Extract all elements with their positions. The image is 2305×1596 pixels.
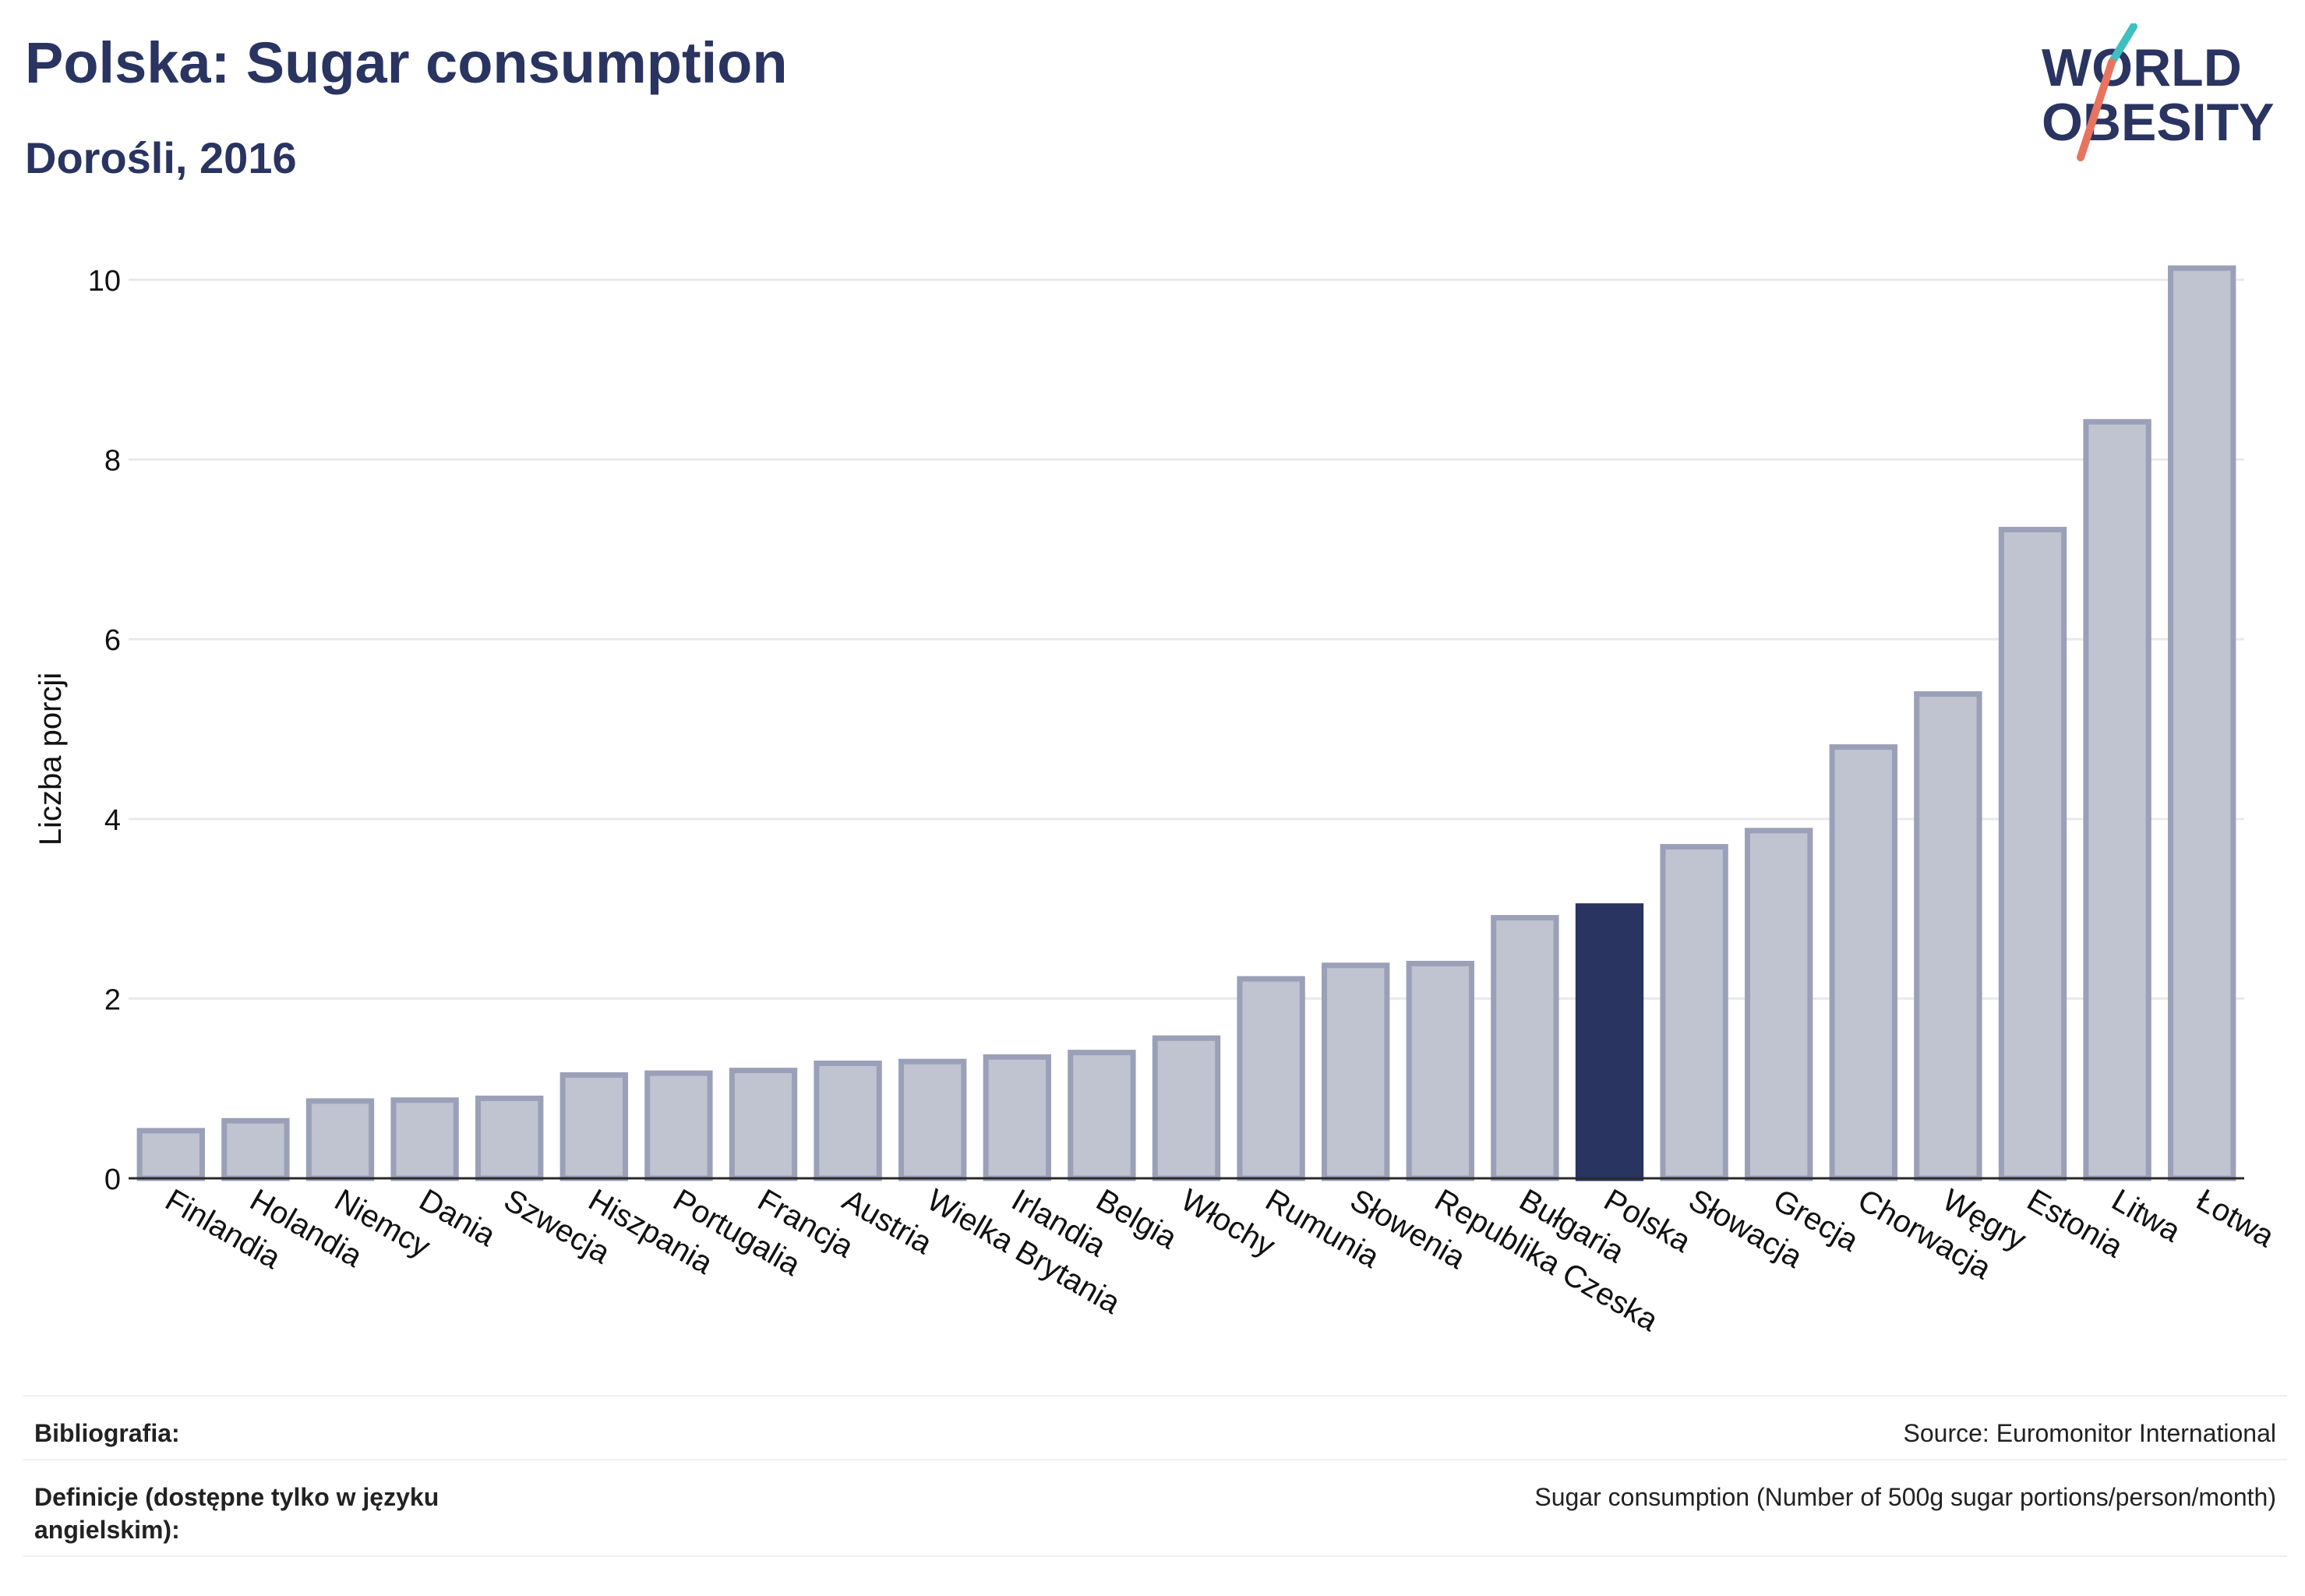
bars bbox=[136, 265, 2236, 1181]
bar-grecja[interactable] bbox=[1745, 828, 1813, 1181]
bar-słowacja[interactable] bbox=[1660, 844, 1728, 1181]
y-axis-label: Liczba porcji bbox=[34, 673, 68, 846]
x-tick-label: Włochy bbox=[1175, 1183, 1281, 1264]
bar-wielka-brytania[interactable] bbox=[898, 1058, 967, 1181]
y-tick-labels: 0 2 4 6 8 10 bbox=[88, 265, 121, 1196]
bar-hiszpania[interactable] bbox=[559, 1072, 628, 1181]
bibliography-label: Bibliografia: bbox=[34, 1419, 180, 1447]
definitions-row: Definicje (dostępne tylko w języku angie… bbox=[23, 1459, 2287, 1557]
bar-chorwacja[interactable] bbox=[1829, 744, 1897, 1181]
bar-węgry[interactable] bbox=[1914, 691, 1982, 1181]
y-tick-label: 10 bbox=[88, 265, 121, 298]
bar-szwecja[interactable] bbox=[475, 1095, 544, 1181]
x-tick-label: Łotwa bbox=[2190, 1183, 2280, 1255]
bar-włochy[interactable] bbox=[1152, 1035, 1221, 1181]
bar-słowenia[interactable] bbox=[1322, 962, 1390, 1181]
bar-finlandia[interactable] bbox=[136, 1128, 205, 1181]
y-tick-label: 4 bbox=[104, 804, 121, 837]
logo-line-2: OBESITY bbox=[2042, 93, 2275, 152]
page-subtitle: Dorośli, 2016 bbox=[25, 133, 297, 182]
x-tick-labels: FinlandiaHolandiaNiemcyDaniaSzwecjaHiszp… bbox=[160, 1183, 2280, 1339]
y-tick-label: 6 bbox=[104, 624, 121, 657]
logo-line-1: WORLD bbox=[2042, 38, 2242, 97]
bar-austria[interactable] bbox=[814, 1060, 882, 1181]
y-tick-label: 8 bbox=[104, 445, 121, 478]
bar-łotwa[interactable] bbox=[2168, 265, 2236, 1181]
y-tick-label: 2 bbox=[104, 983, 121, 1016]
y-tick-label: 0 bbox=[104, 1163, 121, 1196]
bar-estonia[interactable] bbox=[1998, 527, 2067, 1181]
bibliography-row: Bibliografia: Source: Euromonitor Intern… bbox=[23, 1395, 2287, 1459]
bibliography-value: Source: Euromonitor International bbox=[1903, 1419, 2276, 1447]
bar-irlandia[interactable] bbox=[983, 1054, 1051, 1181]
bar-holandia[interactable] bbox=[221, 1118, 290, 1181]
bar-bułgaria[interactable] bbox=[1491, 915, 1559, 1181]
bar-belgia[interactable] bbox=[1068, 1050, 1136, 1181]
logo-slash-teal bbox=[2108, 23, 2137, 66]
bar-francja[interactable] bbox=[729, 1068, 798, 1181]
bar-dania[interactable] bbox=[390, 1097, 459, 1181]
bar-rumunia[interactable] bbox=[1237, 976, 1305, 1181]
world-obesity-logo: WORLD OBESITY bbox=[2026, 23, 2291, 164]
logo-slash-coral bbox=[2077, 58, 2116, 161]
bar-republika-czeska[interactable] bbox=[1406, 960, 1474, 1181]
bar-polska[interactable] bbox=[1575, 903, 1644, 1181]
footer: Bibliografia: Source: Euromonitor Intern… bbox=[23, 1395, 2287, 1557]
page-title: Polska: Sugar consumption bbox=[25, 30, 788, 95]
bar-chart: 0 2 4 6 8 10 FinlandiaHolandiaNiemcyDaniaSzwe… bbox=[34, 265, 2280, 1339]
bar-litwa[interactable] bbox=[2083, 418, 2151, 1181]
x-tick-label: Estonia bbox=[2021, 1183, 2129, 1265]
definitions-value: Sugar consumption (Number of 500g sugar … bbox=[1534, 1483, 2276, 1511]
definitions-label: Definicje (dostępne tylko w języku angie… bbox=[34, 1483, 439, 1544]
x-tick-label: Austria bbox=[837, 1183, 938, 1262]
bar-portugalia[interactable] bbox=[644, 1070, 713, 1181]
bar-niemcy[interactable] bbox=[305, 1098, 375, 1181]
